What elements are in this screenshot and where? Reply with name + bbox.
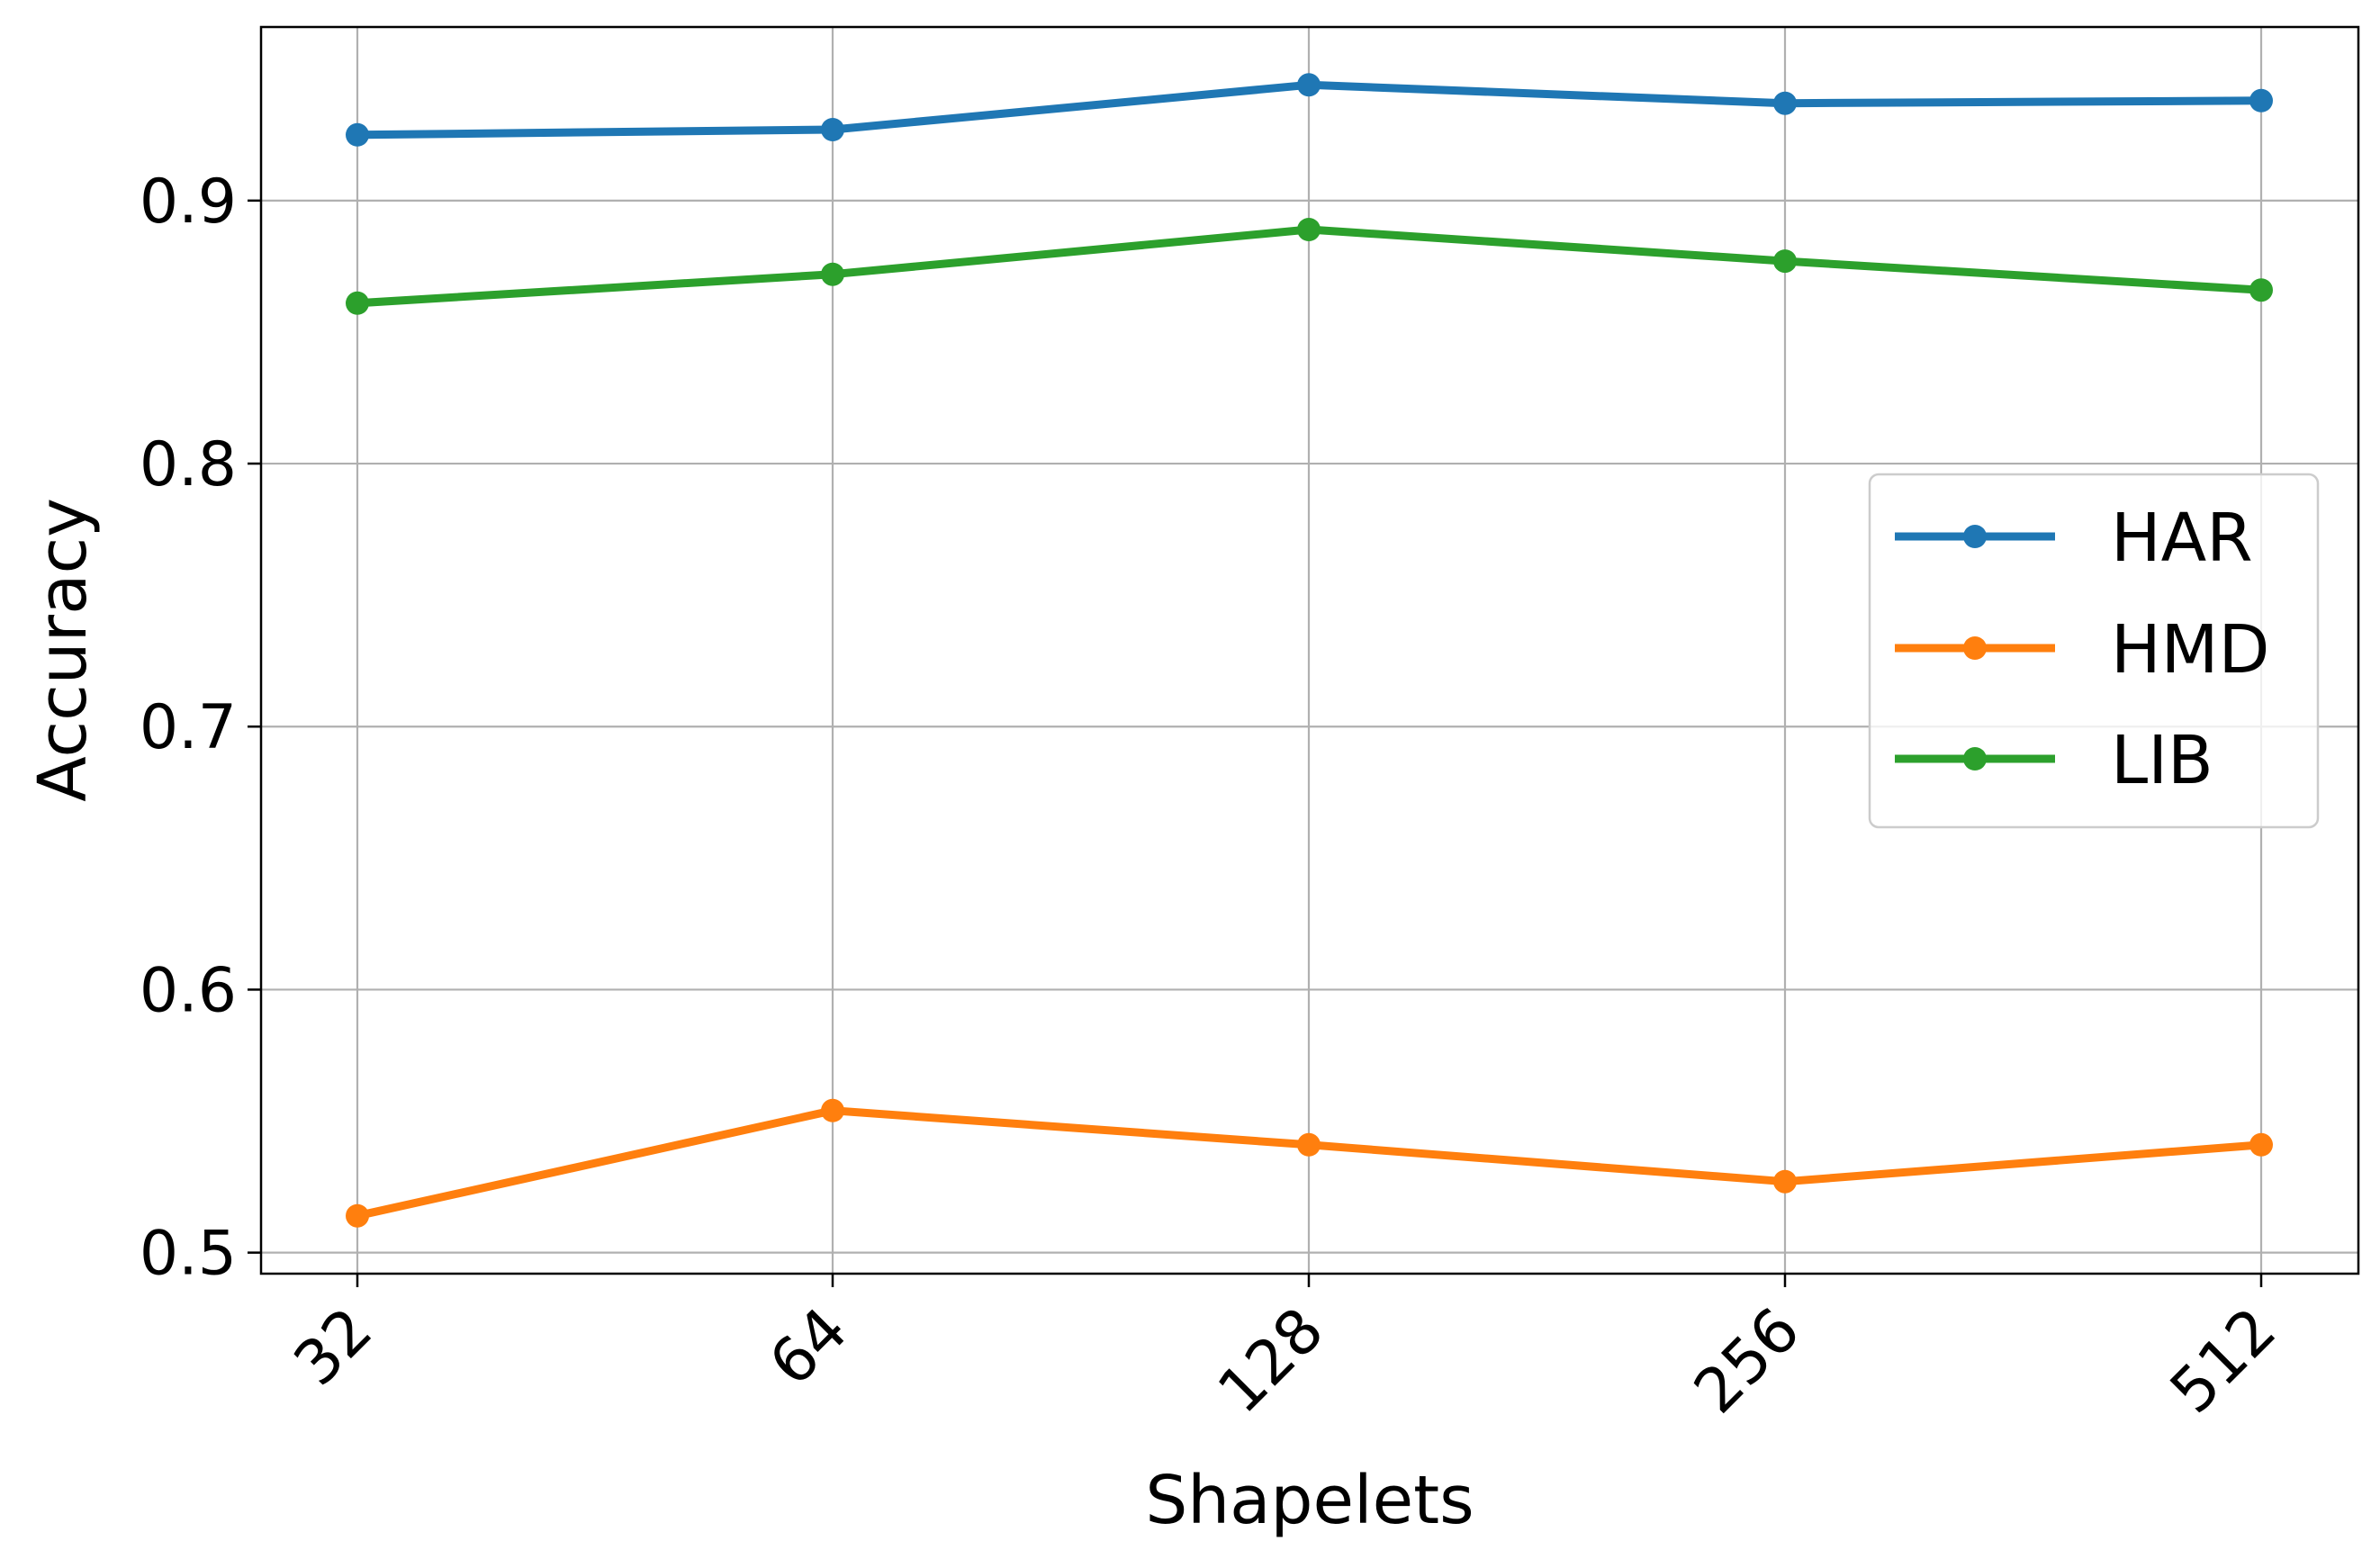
data-point (821, 262, 844, 286)
y-tick-label: 0.7 (140, 692, 237, 763)
legend-label: LIB (2111, 722, 2213, 799)
x-axis-title: Shapelets (1145, 1462, 1474, 1539)
data-point (821, 1098, 844, 1122)
y-tick-label: 0.9 (140, 167, 237, 238)
legend: HAR HMD LIB (1868, 473, 2320, 829)
data-point (1297, 73, 1321, 97)
data-point (2249, 1132, 2273, 1157)
series-lines (346, 73, 2273, 1228)
legend-label: HMD (2111, 611, 2269, 689)
series-har (346, 73, 2273, 147)
y-tick-labels: 0.5 0.6 0.7 0.8 0.9 (140, 167, 237, 1290)
data-point (821, 118, 844, 141)
data-point (1773, 1169, 1797, 1194)
legend-entry-hmd: HMD (1895, 611, 2269, 689)
data-point (346, 122, 369, 147)
data-point (1297, 218, 1321, 241)
data-point (2249, 278, 2273, 302)
y-tick-label: 0.8 (140, 429, 237, 500)
legend-frame (1868, 473, 2320, 829)
series-lib (346, 218, 2273, 315)
data-point (1297, 1132, 1321, 1157)
data-point (1773, 249, 1797, 274)
data-point (346, 291, 369, 315)
series-hmd (346, 1098, 2273, 1228)
tick-marks (248, 199, 2263, 1287)
data-point (2249, 88, 2273, 113)
legend-label: HAR (2111, 500, 2253, 577)
legend-entry-har: HAR (1895, 500, 2253, 577)
y-tick-label: 0.6 (140, 955, 237, 1026)
y-tick-label: 0.5 (140, 1219, 237, 1290)
legend-swatch-marker (1963, 636, 1987, 660)
data-point (346, 1203, 369, 1228)
legend-entry-lib: LIB (1895, 722, 2213, 799)
y-axis-title: Accuracy (24, 498, 102, 802)
data-point (1773, 91, 1797, 115)
legend-swatch-marker (1963, 747, 1987, 770)
legend-swatch-marker (1963, 525, 1987, 548)
